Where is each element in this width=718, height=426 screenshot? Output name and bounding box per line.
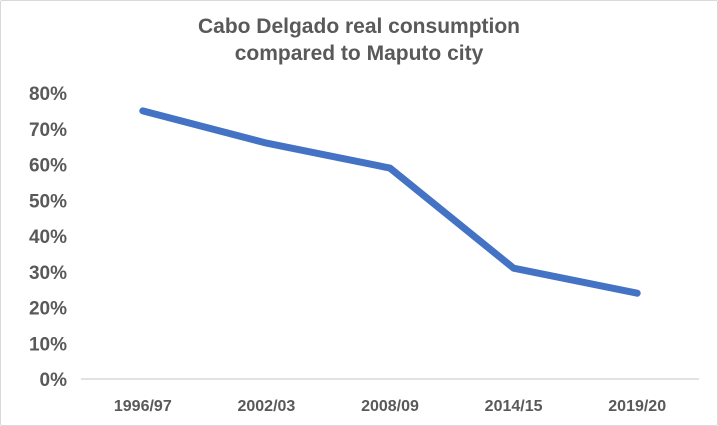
data-point	[141, 109, 144, 112]
data-point	[265, 142, 268, 145]
x-tick-label: 1996/97	[114, 398, 172, 415]
y-tick-label: 0%	[40, 370, 68, 391]
y-tick-label: 30%	[29, 263, 67, 284]
x-tick-label: 2008/09	[361, 398, 419, 415]
y-tick-label: 40%	[29, 227, 67, 248]
chart-title: Cabo Delgado real consumption compared t…	[1, 13, 717, 67]
y-tick-label: 10%	[29, 334, 67, 355]
chart-title-line-2: compared to Maputo city	[234, 42, 484, 65]
y-tick-label: 20%	[29, 299, 67, 320]
series-layer	[139, 107, 641, 297]
y-axis-labels: 0% 10% 20% 30% 40% 50% 60% 70% 80%	[29, 84, 67, 391]
x-axis-labels: 1996/97 2002/03 2008/09 2014/15 2019/20	[114, 398, 666, 415]
chart-title-line-1: Cabo Delgado real consumption	[197, 15, 521, 38]
x-tick-label: 2002/03	[237, 398, 295, 415]
data-point	[512, 267, 515, 270]
data-point	[389, 167, 391, 170]
series-line	[139, 107, 641, 297]
x-tick-label: 2014/15	[485, 398, 543, 415]
y-tick-label: 60%	[29, 156, 67, 177]
y-tick-label: 70%	[29, 120, 67, 141]
y-tick-label: 50%	[29, 191, 67, 212]
x-tick-label: 2019/20	[608, 398, 666, 415]
data-point	[636, 292, 639, 295]
y-tick-label: 80%	[29, 84, 67, 105]
